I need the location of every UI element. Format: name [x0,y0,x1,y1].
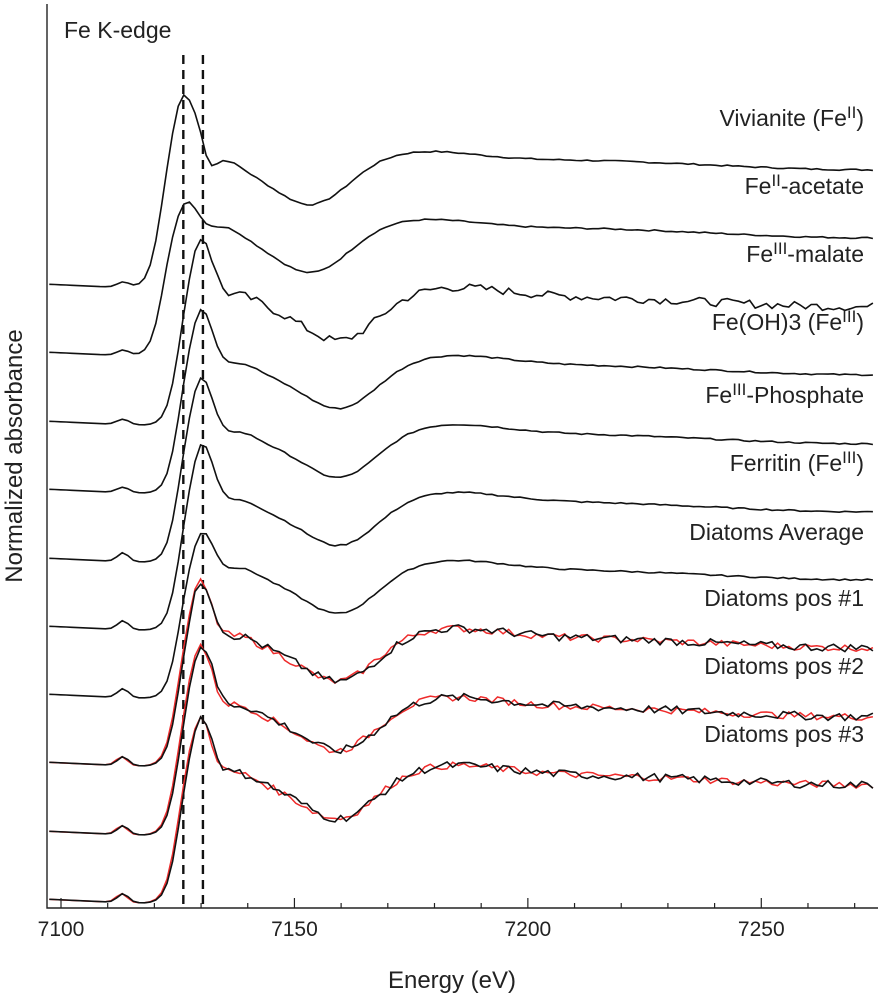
series-label: FeIII-malate [746,239,864,267]
series-label: Ferritin (FeIII) [730,448,864,476]
series-label: FeIII-Phosphate [705,380,864,408]
series-line [49,201,874,356]
series-line [49,583,874,767]
series-label: Diatoms pos #3 [704,721,864,747]
series-line [49,532,874,699]
series-label: Vivianite (FeII) [719,103,864,131]
y-axis-label: Normalized absorbance [1,329,28,582]
x-tick-label: 7200 [505,918,552,941]
series-label: Diatoms pos #1 [704,585,864,611]
x-tick-label: 7250 [738,918,785,941]
series-label: Fe(OH)3 (FeIII) [712,307,864,335]
plot-axes [46,4,878,909]
series-line [49,376,874,563]
series-label: Diatoms pos #2 [704,653,864,679]
x-tick-label: 7100 [38,918,85,941]
fit-line [49,577,874,767]
series-label: Diatoms Average [689,519,864,545]
x-axis-label: Energy (eV) [388,967,516,994]
series-line [49,308,873,494]
series-label: FeII-acetate [745,171,864,199]
series-line [49,238,874,426]
series-line [49,93,873,288]
series-line [49,443,873,631]
series-line [49,646,874,836]
x-tick-label: 7150 [271,918,318,941]
chart-title: Fe K-edge [64,17,171,43]
series-line [49,715,874,904]
